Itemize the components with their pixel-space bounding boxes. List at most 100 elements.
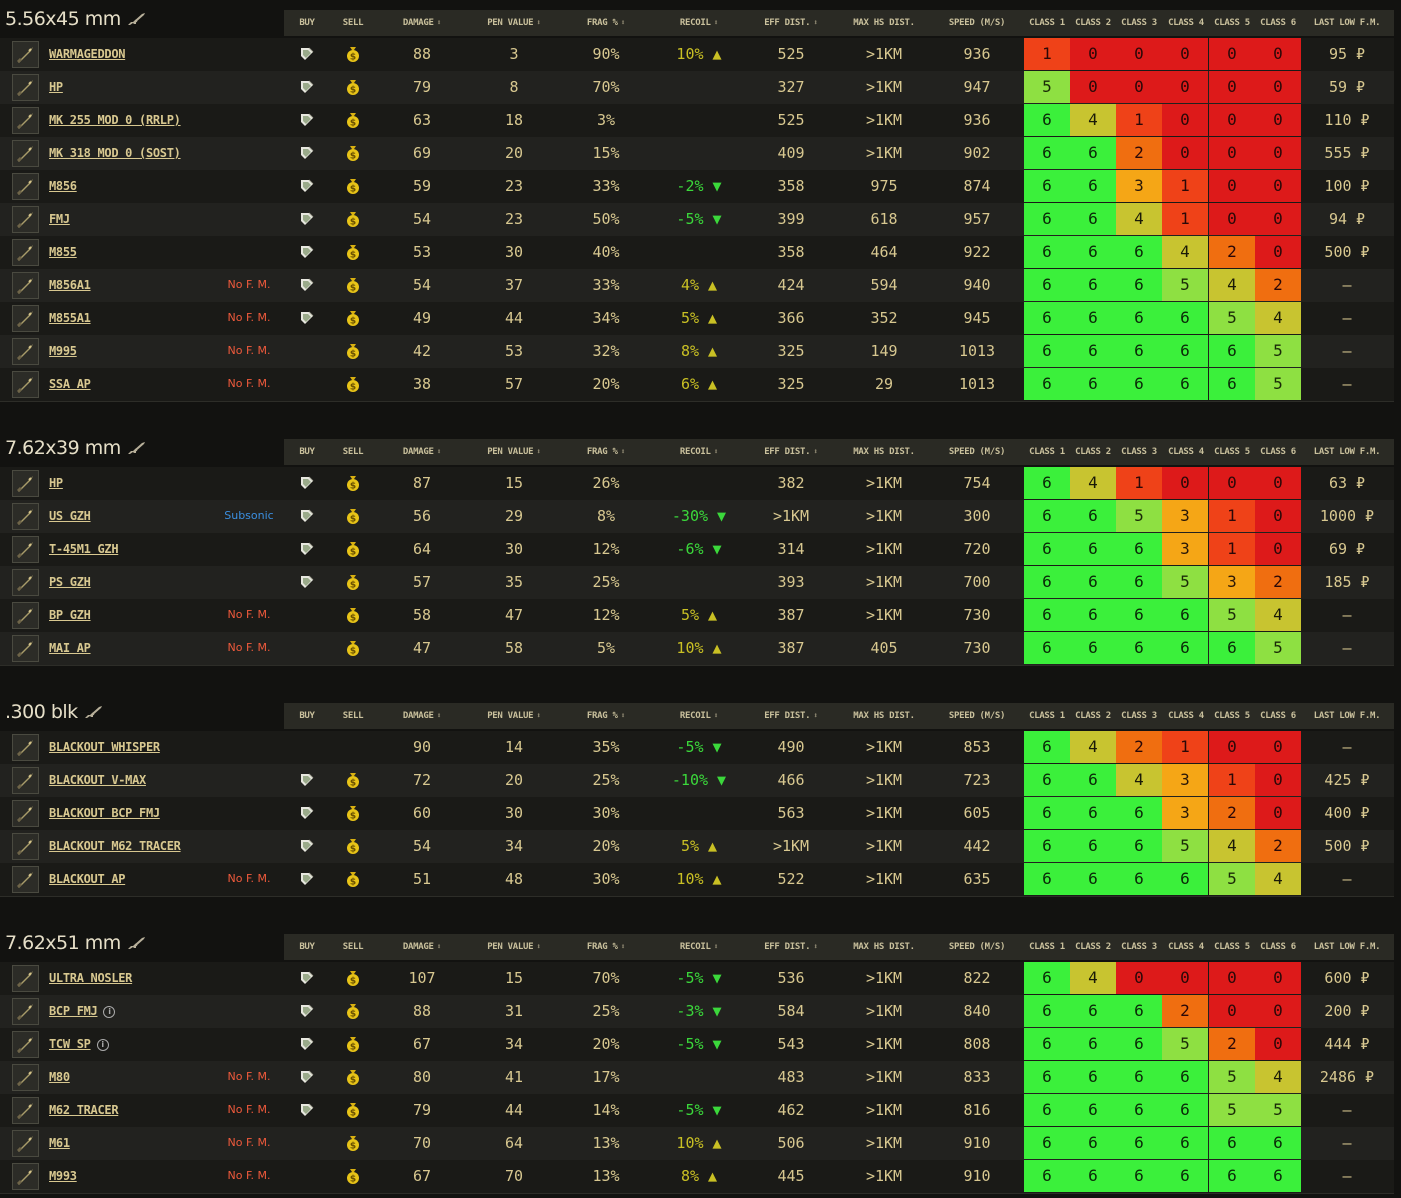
buy-icon[interactable] (299, 211, 315, 227)
header-pen[interactable]: PEN VALUE ⬍ (474, 703, 554, 729)
sort-icon[interactable]: ⬍ (620, 711, 626, 720)
header-pen[interactable]: PEN VALUE ⬍ (474, 10, 554, 36)
sort-icon[interactable]: ⬍ (620, 942, 626, 951)
sell-icon[interactable]: $ (345, 79, 361, 96)
sort-icon[interactable]: ⬍ (713, 942, 719, 951)
sell-icon[interactable]: $ (345, 838, 361, 855)
ammo-name-link[interactable]: BCP FMJ i (49, 995, 116, 1027)
ammo-name-link[interactable]: TCW SP i (49, 1028, 109, 1060)
ammo-name-link[interactable]: M855A1 (49, 302, 91, 334)
ammo-name-link[interactable]: BLACKOUT V-MAX (49, 764, 146, 796)
buy-icon[interactable] (299, 178, 315, 194)
sort-icon[interactable]: ⬍ (620, 447, 626, 456)
header-frag[interactable]: FRAG % ⬍ (566, 703, 646, 729)
sell-icon[interactable]: $ (345, 343, 361, 360)
buy-icon[interactable] (299, 970, 315, 986)
ammo-name-link[interactable]: T-45M1 GZH (49, 533, 119, 565)
ammo-name-link[interactable]: M80 (49, 1061, 70, 1093)
sort-icon[interactable]: ⬍ (620, 18, 626, 27)
ammo-name-link[interactable]: M61 (49, 1127, 70, 1159)
buy-icon[interactable] (299, 79, 315, 95)
sort-icon[interactable]: ⬍ (713, 447, 719, 456)
sort-icon[interactable]: ⬍ (536, 18, 541, 27)
ammo-name-link[interactable]: M62 TRACER (49, 1094, 119, 1126)
ammo-name-link[interactable]: M993 (49, 1160, 77, 1192)
header-eff[interactable]: EFF DIST. ⬍ (751, 934, 831, 960)
buy-icon[interactable] (299, 805, 315, 821)
header-recoil[interactable]: RECOIL ⬍ (659, 439, 739, 465)
ammo-name-link[interactable]: WARMAGEDDON (49, 38, 125, 70)
buy-icon[interactable] (299, 541, 315, 557)
header-pen[interactable]: PEN VALUE ⬍ (474, 934, 554, 960)
buy-icon[interactable] (299, 145, 315, 161)
ammo-name-link[interactable]: M995 (49, 335, 77, 367)
buy-icon[interactable] (299, 310, 315, 326)
header-damage[interactable]: DAMAGE ⬍ (382, 10, 462, 36)
sort-icon[interactable]: ⬍ (713, 711, 719, 720)
sell-icon[interactable]: $ (345, 607, 361, 624)
buy-icon[interactable] (299, 244, 315, 260)
sell-icon[interactable]: $ (345, 145, 361, 162)
sell-icon[interactable]: $ (345, 112, 361, 129)
info-icon[interactable]: i (96, 1038, 109, 1051)
buy-icon[interactable] (299, 1003, 315, 1019)
buy-icon[interactable] (299, 46, 315, 62)
sell-icon[interactable]: $ (345, 1036, 361, 1053)
buy-icon[interactable] (299, 112, 315, 128)
sell-icon[interactable]: $ (345, 1003, 361, 1020)
header-recoil[interactable]: RECOIL ⬍ (659, 10, 739, 36)
ammo-name-link[interactable]: M856 (49, 170, 77, 202)
ammo-name-link[interactable]: MK 255 MOD 0 (RRLP) (49, 104, 181, 136)
sell-icon[interactable]: $ (345, 970, 361, 987)
sort-icon[interactable]: ⬍ (813, 711, 818, 720)
sell-icon[interactable]: $ (345, 1135, 361, 1152)
sell-icon[interactable]: $ (345, 277, 361, 294)
header-frag[interactable]: FRAG % ⬍ (566, 10, 646, 36)
sort-icon[interactable]: ⬍ (436, 447, 442, 456)
ammo-name-link[interactable]: SSA AP (49, 368, 91, 400)
ammo-name-link[interactable]: ULTRA NOSLER (49, 962, 132, 994)
sell-icon[interactable]: $ (345, 211, 361, 228)
ammo-name-link[interactable]: HP (49, 467, 63, 499)
buy-icon[interactable] (299, 508, 315, 524)
sell-icon[interactable]: $ (345, 1102, 361, 1119)
sell-icon[interactable]: $ (345, 376, 361, 393)
sort-icon[interactable]: ⬍ (813, 18, 818, 27)
ammo-name-link[interactable]: M856A1 (49, 269, 91, 301)
sell-icon[interactable]: $ (345, 244, 361, 261)
sort-icon[interactable]: ⬍ (536, 711, 541, 720)
ammo-name-link[interactable]: FMJ (49, 203, 70, 235)
sort-icon[interactable]: ⬍ (536, 942, 541, 951)
info-icon[interactable]: i (103, 1005, 116, 1018)
ammo-name-link[interactable]: PS GZH (49, 566, 91, 598)
sell-icon[interactable]: $ (345, 508, 361, 525)
sell-icon[interactable]: $ (345, 871, 361, 888)
header-damage[interactable]: DAMAGE ⬍ (382, 934, 462, 960)
buy-icon[interactable] (299, 772, 315, 788)
header-frag[interactable]: FRAG % ⬍ (566, 934, 646, 960)
ammo-name-link[interactable]: BLACKOUT M62 TRACER (49, 830, 181, 862)
sell-icon[interactable]: $ (345, 46, 361, 63)
sell-icon[interactable]: $ (345, 541, 361, 558)
buy-icon[interactable] (299, 475, 315, 491)
ammo-name-link[interactable]: BLACKOUT BCP FMJ (49, 797, 160, 829)
sort-icon[interactable]: ⬍ (813, 942, 818, 951)
ammo-name-link[interactable]: M855 (49, 236, 77, 268)
ammo-name-link[interactable]: MK 318 MOD 0 (SOST) (49, 137, 181, 169)
ammo-name-link[interactable]: HP (49, 71, 63, 103)
sell-icon[interactable]: $ (345, 178, 361, 195)
ammo-name-link[interactable]: BLACKOUT WHISPER (49, 731, 160, 763)
buy-icon[interactable] (299, 838, 315, 854)
header-eff[interactable]: EFF DIST. ⬍ (751, 703, 831, 729)
sell-icon[interactable]: $ (345, 640, 361, 657)
header-damage[interactable]: DAMAGE ⬍ (382, 703, 462, 729)
sort-icon[interactable]: ⬍ (436, 18, 442, 27)
ammo-name-link[interactable]: BP GZH (49, 599, 91, 631)
header-damage[interactable]: DAMAGE ⬍ (382, 439, 462, 465)
buy-icon[interactable] (299, 1102, 315, 1118)
sell-icon[interactable]: $ (345, 1168, 361, 1185)
ammo-name-link[interactable]: US GZH (49, 500, 91, 532)
header-eff[interactable]: EFF DIST. ⬍ (751, 439, 831, 465)
sell-icon[interactable]: $ (345, 772, 361, 789)
sort-icon[interactable]: ⬍ (536, 447, 541, 456)
